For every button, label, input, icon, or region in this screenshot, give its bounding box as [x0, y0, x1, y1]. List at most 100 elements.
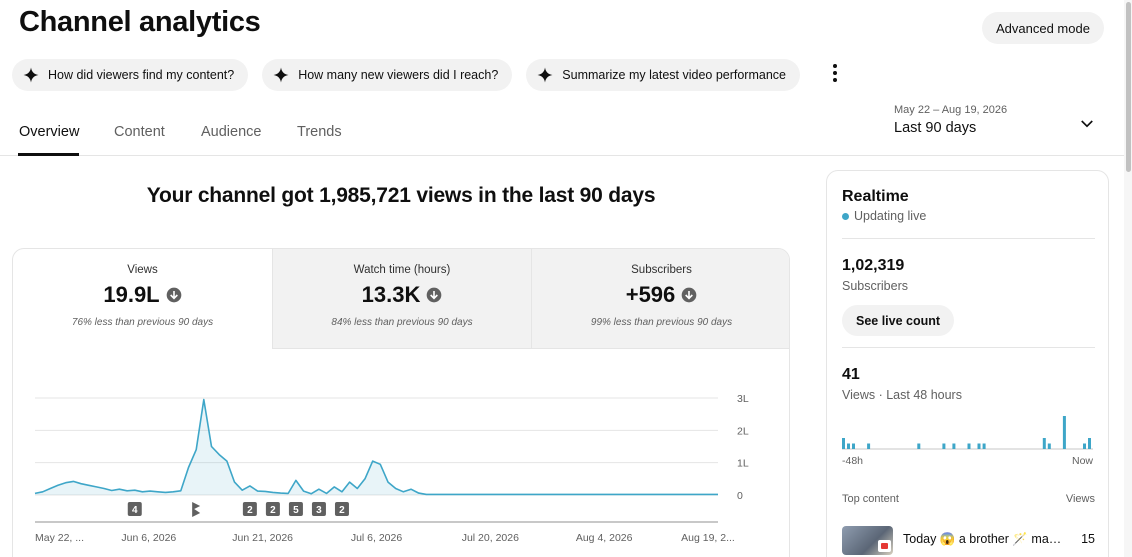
active-tab-indicator	[18, 153, 79, 156]
realtime-bar[interactable]	[852, 443, 855, 450]
scrollbar-track[interactable]	[1124, 0, 1132, 557]
tab-trends[interactable]: Trends	[297, 124, 342, 140]
upload-marker-count: 5	[293, 505, 299, 516]
sparkle-icon	[537, 67, 553, 83]
realtime-bar[interactable]	[942, 443, 946, 450]
realtime-bar[interactable]	[1083, 443, 1086, 450]
mini-axis-end-label: Now	[1072, 455, 1093, 467]
upload-marker[interactable]	[242, 502, 257, 516]
realtime-bar[interactable]	[952, 443, 956, 450]
realtime-bar[interactable]	[847, 443, 850, 450]
upload-marker-count: 3	[316, 505, 322, 516]
suggestion-chip-new-viewers[interactable]: How many new viewers did I reach?	[262, 59, 513, 91]
shorts-badge-icon	[878, 540, 891, 552]
x-tick-label: May 22, ...	[35, 532, 84, 544]
x-tick-label: Jul 6, 2026	[351, 532, 403, 544]
suggestion-chips: How did viewers find my content? How man…	[12, 59, 800, 91]
video-views: 15	[1081, 532, 1095, 546]
y-tick-label: 3L	[737, 393, 749, 405]
upload-marker[interactable]	[127, 502, 142, 516]
metric-value: 19.9L	[103, 282, 160, 307]
shorts-marker-icon[interactable]	[192, 502, 201, 517]
sparkle-icon	[23, 67, 39, 83]
metric-comparison: 76% less than previous 90 days	[71, 317, 214, 328]
chevron-down-icon[interactable]	[1078, 115, 1096, 133]
metric-tab-views[interactable]: Views 19.9L 76% less than previous 90 da…	[13, 249, 272, 349]
arrow-down-circle-icon	[427, 287, 442, 303]
suggestion-chip-traffic[interactable]: How did viewers find my content?	[12, 59, 249, 91]
realtime-bar[interactable]	[1088, 438, 1091, 449]
arrow-down-circle-icon	[166, 287, 181, 303]
tab-audience[interactable]: Audience	[201, 124, 262, 140]
y-tick-label: 2L	[737, 425, 749, 437]
divider	[842, 238, 1095, 239]
x-tick-label: Jun 6, 2026	[121, 532, 176, 544]
realtime-bar[interactable]	[917, 443, 921, 450]
realtime-bar[interactable]	[967, 443, 971, 450]
views-line[interactable]	[34, 398, 718, 496]
realtime-bar[interactable]	[842, 438, 845, 449]
live-dot-icon	[842, 212, 849, 220]
see-live-count-button[interactable]: See live count	[842, 305, 955, 336]
sparkle-icon	[273, 67, 289, 83]
date-range-dates: May 22 – Aug 19, 2026	[894, 104, 1008, 116]
metric-comparison: 99% less than previous 90 days	[590, 317, 733, 328]
upload-marker-count: 2	[247, 505, 253, 516]
live-status-label: Updating live	[854, 209, 927, 223]
suggestion-label: How many new viewers did I reach?	[298, 68, 499, 82]
views-area	[35, 399, 718, 495]
top-content-item[interactable]: Today 😱 a brother 🪄 made… 15	[842, 526, 1095, 556]
live-status: Updating live	[842, 209, 926, 223]
realtime-bar[interactable]	[1047, 443, 1051, 450]
metric-label: Watch time (hours)	[353, 264, 451, 276]
top-content-views-label: Views	[1065, 493, 1095, 505]
realtime-bar-chart: -48h Now	[842, 416, 1093, 467]
more-options-icon[interactable]	[826, 62, 844, 84]
realtime-subscriber-label: Subscribers	[842, 279, 908, 293]
upload-marker-count: 2	[270, 505, 276, 516]
realtime-bar[interactable]	[1042, 438, 1046, 449]
metric-label: Views	[127, 264, 158, 276]
metric-tab-watch-time[interactable]: Watch time (hours) 13.3K 84% less than p…	[272, 249, 531, 349]
video-title: Today 😱 a brother 🪄 made…	[903, 532, 1063, 546]
metric-value: +596	[625, 282, 676, 307]
views-chart: 0 1L 2L 3L 4 2 2 5 3 2 May 22, ... Jun 6, 2026 Jun 2…	[34, 393, 749, 544]
x-tick-label: Jun 21, 2026	[232, 532, 293, 544]
x-tick-label: Aug 4, 2026	[576, 532, 633, 544]
date-range-label: Last 90 days	[894, 120, 977, 136]
metric-comparison: 84% less than previous 90 days	[331, 317, 473, 328]
tab-bar: Overview Content Audience Trends	[0, 112, 1124, 156]
metric-value: 13.3K	[361, 282, 421, 307]
upload-marker[interactable]	[311, 502, 326, 516]
metrics-card: Views 19.9L 76% less than previous 90 da…	[12, 248, 790, 557]
tab-content[interactable]: Content	[114, 124, 165, 140]
tab-overview[interactable]: Overview	[19, 124, 80, 140]
realtime-card: Realtime Updating live 1,02,319 Subscrib…	[826, 170, 1109, 557]
upload-marker[interactable]	[265, 502, 280, 516]
realtime-bar[interactable]	[982, 443, 986, 450]
page-title: Channel analytics	[19, 6, 261, 38]
advanced-mode-button[interactable]: Advanced mode	[982, 12, 1104, 44]
realtime-bar[interactable]	[1062, 416, 1066, 449]
realtime-bar[interactable]	[867, 443, 871, 450]
realtime-bar[interactable]	[977, 443, 981, 450]
mini-axis-start-label: -48h	[842, 455, 863, 467]
divider	[842, 347, 1095, 348]
upload-marker[interactable]	[288, 502, 303, 516]
scrollbar-thumb[interactable]	[1126, 2, 1131, 172]
x-tick-label: Aug 19, 2...	[681, 532, 735, 544]
metric-tab-subscribers[interactable]: Subscribers +596 99% less than previous …	[531, 249, 789, 349]
x-tick-label: Jul 20, 2026	[462, 532, 519, 544]
date-range-selector[interactable]: May 22 – Aug 19, 2026 Last 90 days	[894, 104, 1007, 136]
top-content-label: Top content	[842, 493, 899, 505]
suggestion-label: How did viewers find my content?	[48, 68, 235, 82]
upload-marker-count: 4	[132, 505, 138, 516]
arrow-down-circle-icon	[681, 287, 697, 303]
views-headline: Your channel got 1,985,721 views in the …	[146, 184, 656, 207]
realtime-views-count: 41	[842, 366, 860, 383]
suggestion-label: Summarize my latest video performance	[562, 68, 786, 82]
realtime-title: Realtime	[842, 188, 909, 205]
suggestion-chip-summary[interactable]: Summarize my latest video performance	[526, 59, 800, 91]
metric-label: Subscribers	[631, 264, 692, 276]
upload-marker[interactable]	[334, 502, 349, 516]
